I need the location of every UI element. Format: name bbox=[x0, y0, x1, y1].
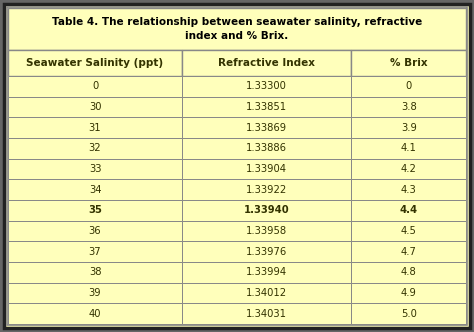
Text: 1.33886: 1.33886 bbox=[246, 143, 287, 153]
Bar bbox=[352, 76, 466, 97]
Text: 1.33922: 1.33922 bbox=[246, 185, 287, 195]
Text: 0: 0 bbox=[92, 81, 98, 91]
Bar bbox=[352, 221, 466, 241]
Bar bbox=[352, 117, 466, 138]
Bar bbox=[8, 221, 182, 241]
Text: Seawater Salinity (ppt): Seawater Salinity (ppt) bbox=[27, 58, 164, 68]
Text: 31: 31 bbox=[89, 123, 101, 133]
Text: 40: 40 bbox=[89, 309, 101, 319]
Text: 1.33869: 1.33869 bbox=[246, 123, 287, 133]
Bar bbox=[182, 241, 352, 262]
Bar bbox=[352, 283, 466, 303]
Bar bbox=[352, 50, 466, 76]
Bar bbox=[182, 200, 352, 221]
Text: 1.33904: 1.33904 bbox=[246, 164, 287, 174]
Text: 5.0: 5.0 bbox=[401, 309, 417, 319]
Bar bbox=[352, 179, 466, 200]
Bar bbox=[352, 159, 466, 179]
Text: 30: 30 bbox=[89, 102, 101, 112]
Text: Refractive Index: Refractive Index bbox=[218, 58, 315, 68]
Text: % Brix: % Brix bbox=[390, 58, 428, 68]
Text: 4.5: 4.5 bbox=[401, 226, 417, 236]
Bar bbox=[8, 200, 182, 221]
Text: 1.33940: 1.33940 bbox=[244, 205, 290, 215]
Bar bbox=[352, 262, 466, 283]
Bar bbox=[8, 117, 182, 138]
Text: 4.8: 4.8 bbox=[401, 267, 417, 277]
Bar bbox=[182, 262, 352, 283]
Text: 4.2: 4.2 bbox=[401, 164, 417, 174]
Bar bbox=[8, 8, 466, 50]
Text: 37: 37 bbox=[89, 247, 101, 257]
Bar bbox=[8, 179, 182, 200]
Bar bbox=[352, 200, 466, 221]
Bar bbox=[8, 76, 182, 97]
Bar bbox=[8, 138, 182, 159]
Text: 0: 0 bbox=[406, 81, 412, 91]
Bar bbox=[182, 283, 352, 303]
Text: 1.33958: 1.33958 bbox=[246, 226, 287, 236]
Bar bbox=[182, 221, 352, 241]
Bar bbox=[182, 117, 352, 138]
Text: Table 4. The relationship between seawater salinity, refractive
index and % Brix: Table 4. The relationship between seawat… bbox=[52, 17, 422, 41]
Text: 3.9: 3.9 bbox=[401, 123, 417, 133]
Text: 32: 32 bbox=[89, 143, 101, 153]
Bar bbox=[8, 303, 182, 324]
Text: 3.8: 3.8 bbox=[401, 102, 417, 112]
Bar bbox=[8, 97, 182, 117]
Bar bbox=[8, 262, 182, 283]
Text: 4.4: 4.4 bbox=[400, 205, 418, 215]
Bar bbox=[182, 303, 352, 324]
Text: 4.1: 4.1 bbox=[401, 143, 417, 153]
Text: 39: 39 bbox=[89, 288, 101, 298]
Bar bbox=[8, 283, 182, 303]
Text: 1.33851: 1.33851 bbox=[246, 102, 287, 112]
Text: 4.3: 4.3 bbox=[401, 185, 417, 195]
Bar bbox=[182, 179, 352, 200]
Bar bbox=[182, 138, 352, 159]
Text: 1.33976: 1.33976 bbox=[246, 247, 287, 257]
Text: 36: 36 bbox=[89, 226, 101, 236]
Text: 1.34012: 1.34012 bbox=[246, 288, 287, 298]
Bar bbox=[182, 76, 352, 97]
Bar bbox=[8, 50, 182, 76]
Text: 1.33300: 1.33300 bbox=[246, 81, 287, 91]
Bar bbox=[352, 138, 466, 159]
Bar bbox=[8, 241, 182, 262]
Bar bbox=[352, 303, 466, 324]
Bar bbox=[352, 97, 466, 117]
Text: 1.33994: 1.33994 bbox=[246, 267, 287, 277]
Text: 33: 33 bbox=[89, 164, 101, 174]
Bar bbox=[182, 97, 352, 117]
Text: 1.34031: 1.34031 bbox=[246, 309, 287, 319]
Text: 38: 38 bbox=[89, 267, 101, 277]
Bar bbox=[8, 159, 182, 179]
Text: 35: 35 bbox=[88, 205, 102, 215]
Bar bbox=[352, 241, 466, 262]
Text: 34: 34 bbox=[89, 185, 101, 195]
Bar bbox=[182, 159, 352, 179]
Text: 4.9: 4.9 bbox=[401, 288, 417, 298]
Bar bbox=[182, 50, 352, 76]
Text: 4.7: 4.7 bbox=[401, 247, 417, 257]
